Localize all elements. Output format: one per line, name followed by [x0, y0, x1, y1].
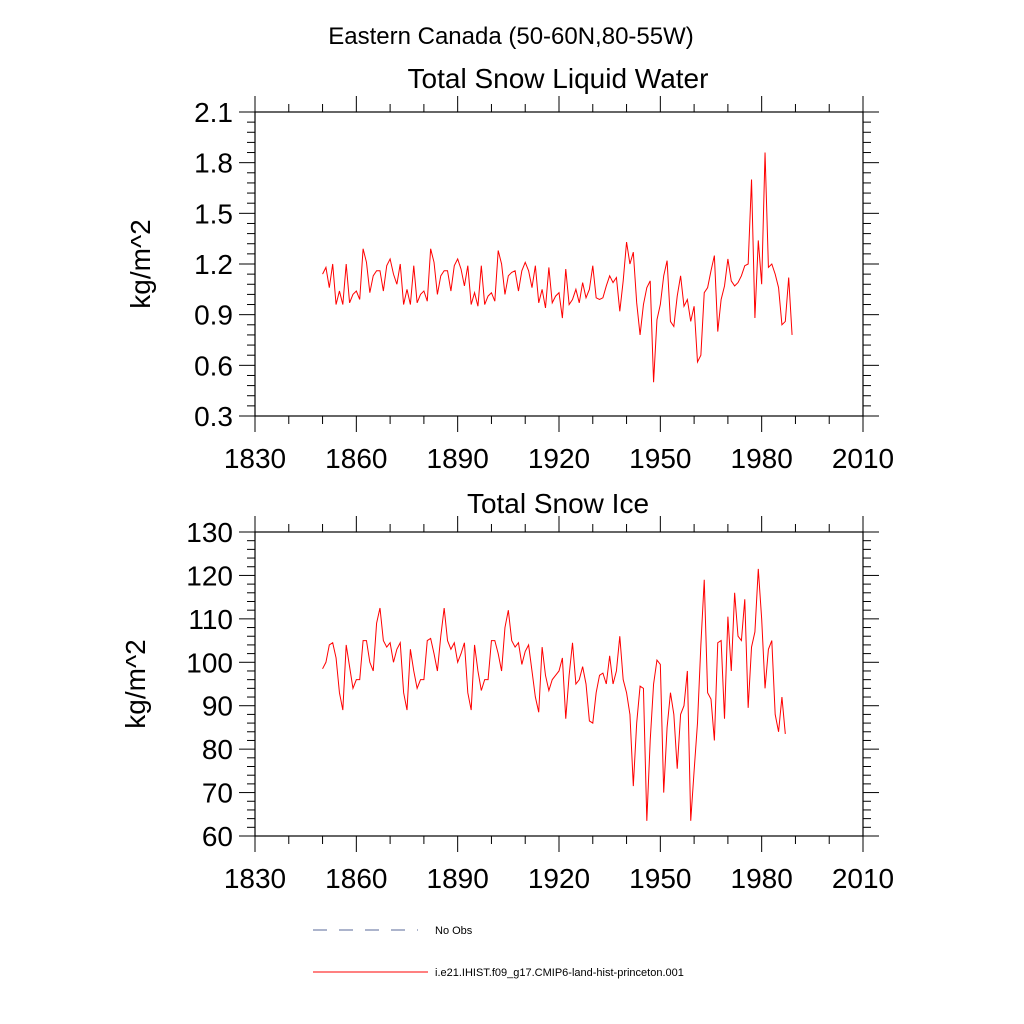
x-tick-label: 1950 [629, 863, 691, 894]
y-tick-label: 1.5 [194, 198, 233, 229]
series-group-1 [322, 152, 793, 383]
y-tick-label: 0.9 [194, 300, 233, 331]
y-tick-label: 0.6 [194, 350, 233, 381]
x-tick-label: 1890 [427, 863, 489, 894]
x-tick-label: 1830 [224, 443, 286, 474]
x-tick-labels-1: 1830 1860 1890 1920 1950 1980 2010 [224, 443, 894, 474]
y-tick-label: 0.3 [194, 401, 233, 432]
x-tick-label: 1920 [528, 443, 590, 474]
y-tick-label: 1.2 [194, 249, 233, 280]
x-tick-label: 1890 [427, 443, 489, 474]
x-tick-label: 1920 [528, 863, 590, 894]
x-tick-label: 1830 [224, 863, 286, 894]
y-axis-label-1: kg/m^2 [125, 219, 156, 308]
y-tick-label: 1.8 [194, 148, 233, 179]
x-tick-label: 2010 [832, 863, 894, 894]
y-tick-label: 2.1 [194, 97, 233, 128]
y-tick-label: 130 [186, 517, 233, 548]
x-tick-label: 2010 [832, 443, 894, 474]
series-line-1-1 [322, 152, 793, 383]
legend: No Obs i.e21.IHIST.f09_g17.CMIP6-land-hi… [313, 925, 684, 979]
y-tick-labels-1: 0.3 0.6 0.9 1.2 1.5 1.8 2.1 [194, 97, 233, 432]
panel-snow-liquid-water: Total Snow Liquid Water 1830 1860 1890 1920… [125, 63, 894, 474]
figure-title: Eastern Canada (50-60N,80-55W) [328, 23, 694, 50]
y-tick-label: 90 [202, 691, 233, 722]
y-tick-label: 70 [202, 778, 233, 809]
panel-title-1: Total Snow Liquid Water [408, 63, 709, 94]
y-tick-label: 120 [186, 560, 233, 591]
y-tick-label: 110 [188, 604, 233, 635]
plot-frame-2 [254, 531, 864, 837]
panel-title-2: Total Snow Ice [467, 488, 649, 519]
x-tick-labels-2: 1830 1860 1890 1920 1950 1980 2010 [224, 863, 894, 894]
series-group-2 [322, 568, 786, 821]
x-tick-label: 1860 [325, 443, 387, 474]
legend-label-no-obs: No Obs [435, 925, 473, 937]
x-tick-label: 1980 [731, 443, 793, 474]
panel-snow-ice: Total Snow Ice 1830 1860 1890 1920 1950 1980 2… [120, 488, 894, 894]
x-tick-label: 1950 [629, 443, 691, 474]
legend-label-model: i.e21.IHIST.f09_g17.CMIP6-land-hist-prin… [435, 967, 684, 979]
series-line-2-1 [322, 568, 786, 821]
x-tick-label: 1860 [325, 863, 387, 894]
axis-ticks-1 [239, 96, 879, 432]
y-axis-label-2: kg/m^2 [120, 639, 151, 728]
y-tick-label: 80 [202, 734, 233, 765]
x-tick-label: 1980 [731, 863, 793, 894]
y-tick-labels-2: 60 70 80 90 100 110 120 130 [186, 517, 233, 852]
y-tick-label: 60 [202, 821, 233, 852]
axis-ticks-2 [239, 516, 879, 852]
y-tick-label: 100 [186, 647, 233, 678]
